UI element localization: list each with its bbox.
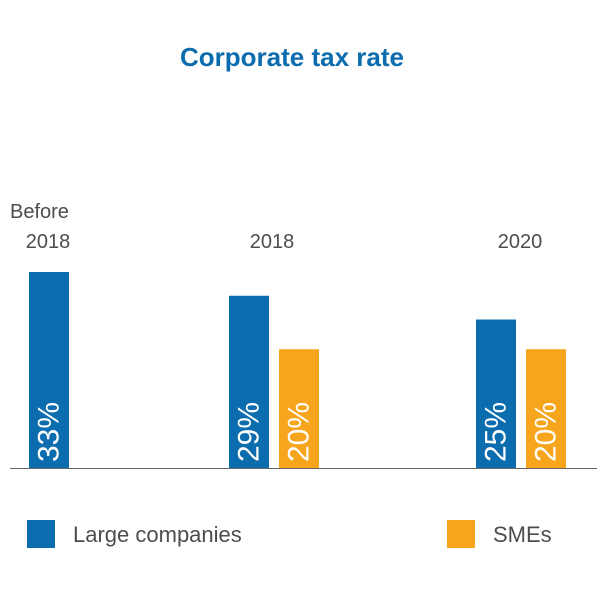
bar-smes	[279, 349, 319, 468]
legend-swatch-smes	[447, 520, 475, 548]
bar-smes	[526, 349, 566, 468]
legend-label: SMEs	[493, 522, 552, 547]
bar-large-companies	[229, 295, 269, 468]
data-label: 20%	[283, 402, 316, 462]
data-label: 25%	[480, 402, 513, 462]
legend-swatch-large-companies	[27, 520, 55, 548]
category-label: 2020	[498, 231, 543, 253]
data-label: 20%	[530, 402, 563, 462]
bar-large-companies	[476, 319, 516, 468]
category-label-line1: Before	[10, 201, 69, 223]
data-label: 33%	[33, 402, 66, 462]
category-label: 2018	[26, 231, 71, 253]
category-label: 2018	[250, 231, 295, 253]
legend-label: Large companies	[73, 522, 242, 547]
data-label: 29%	[233, 402, 266, 462]
chart-title: Corporate tax rate	[180, 42, 404, 72]
bar-large-companies	[29, 272, 69, 468]
